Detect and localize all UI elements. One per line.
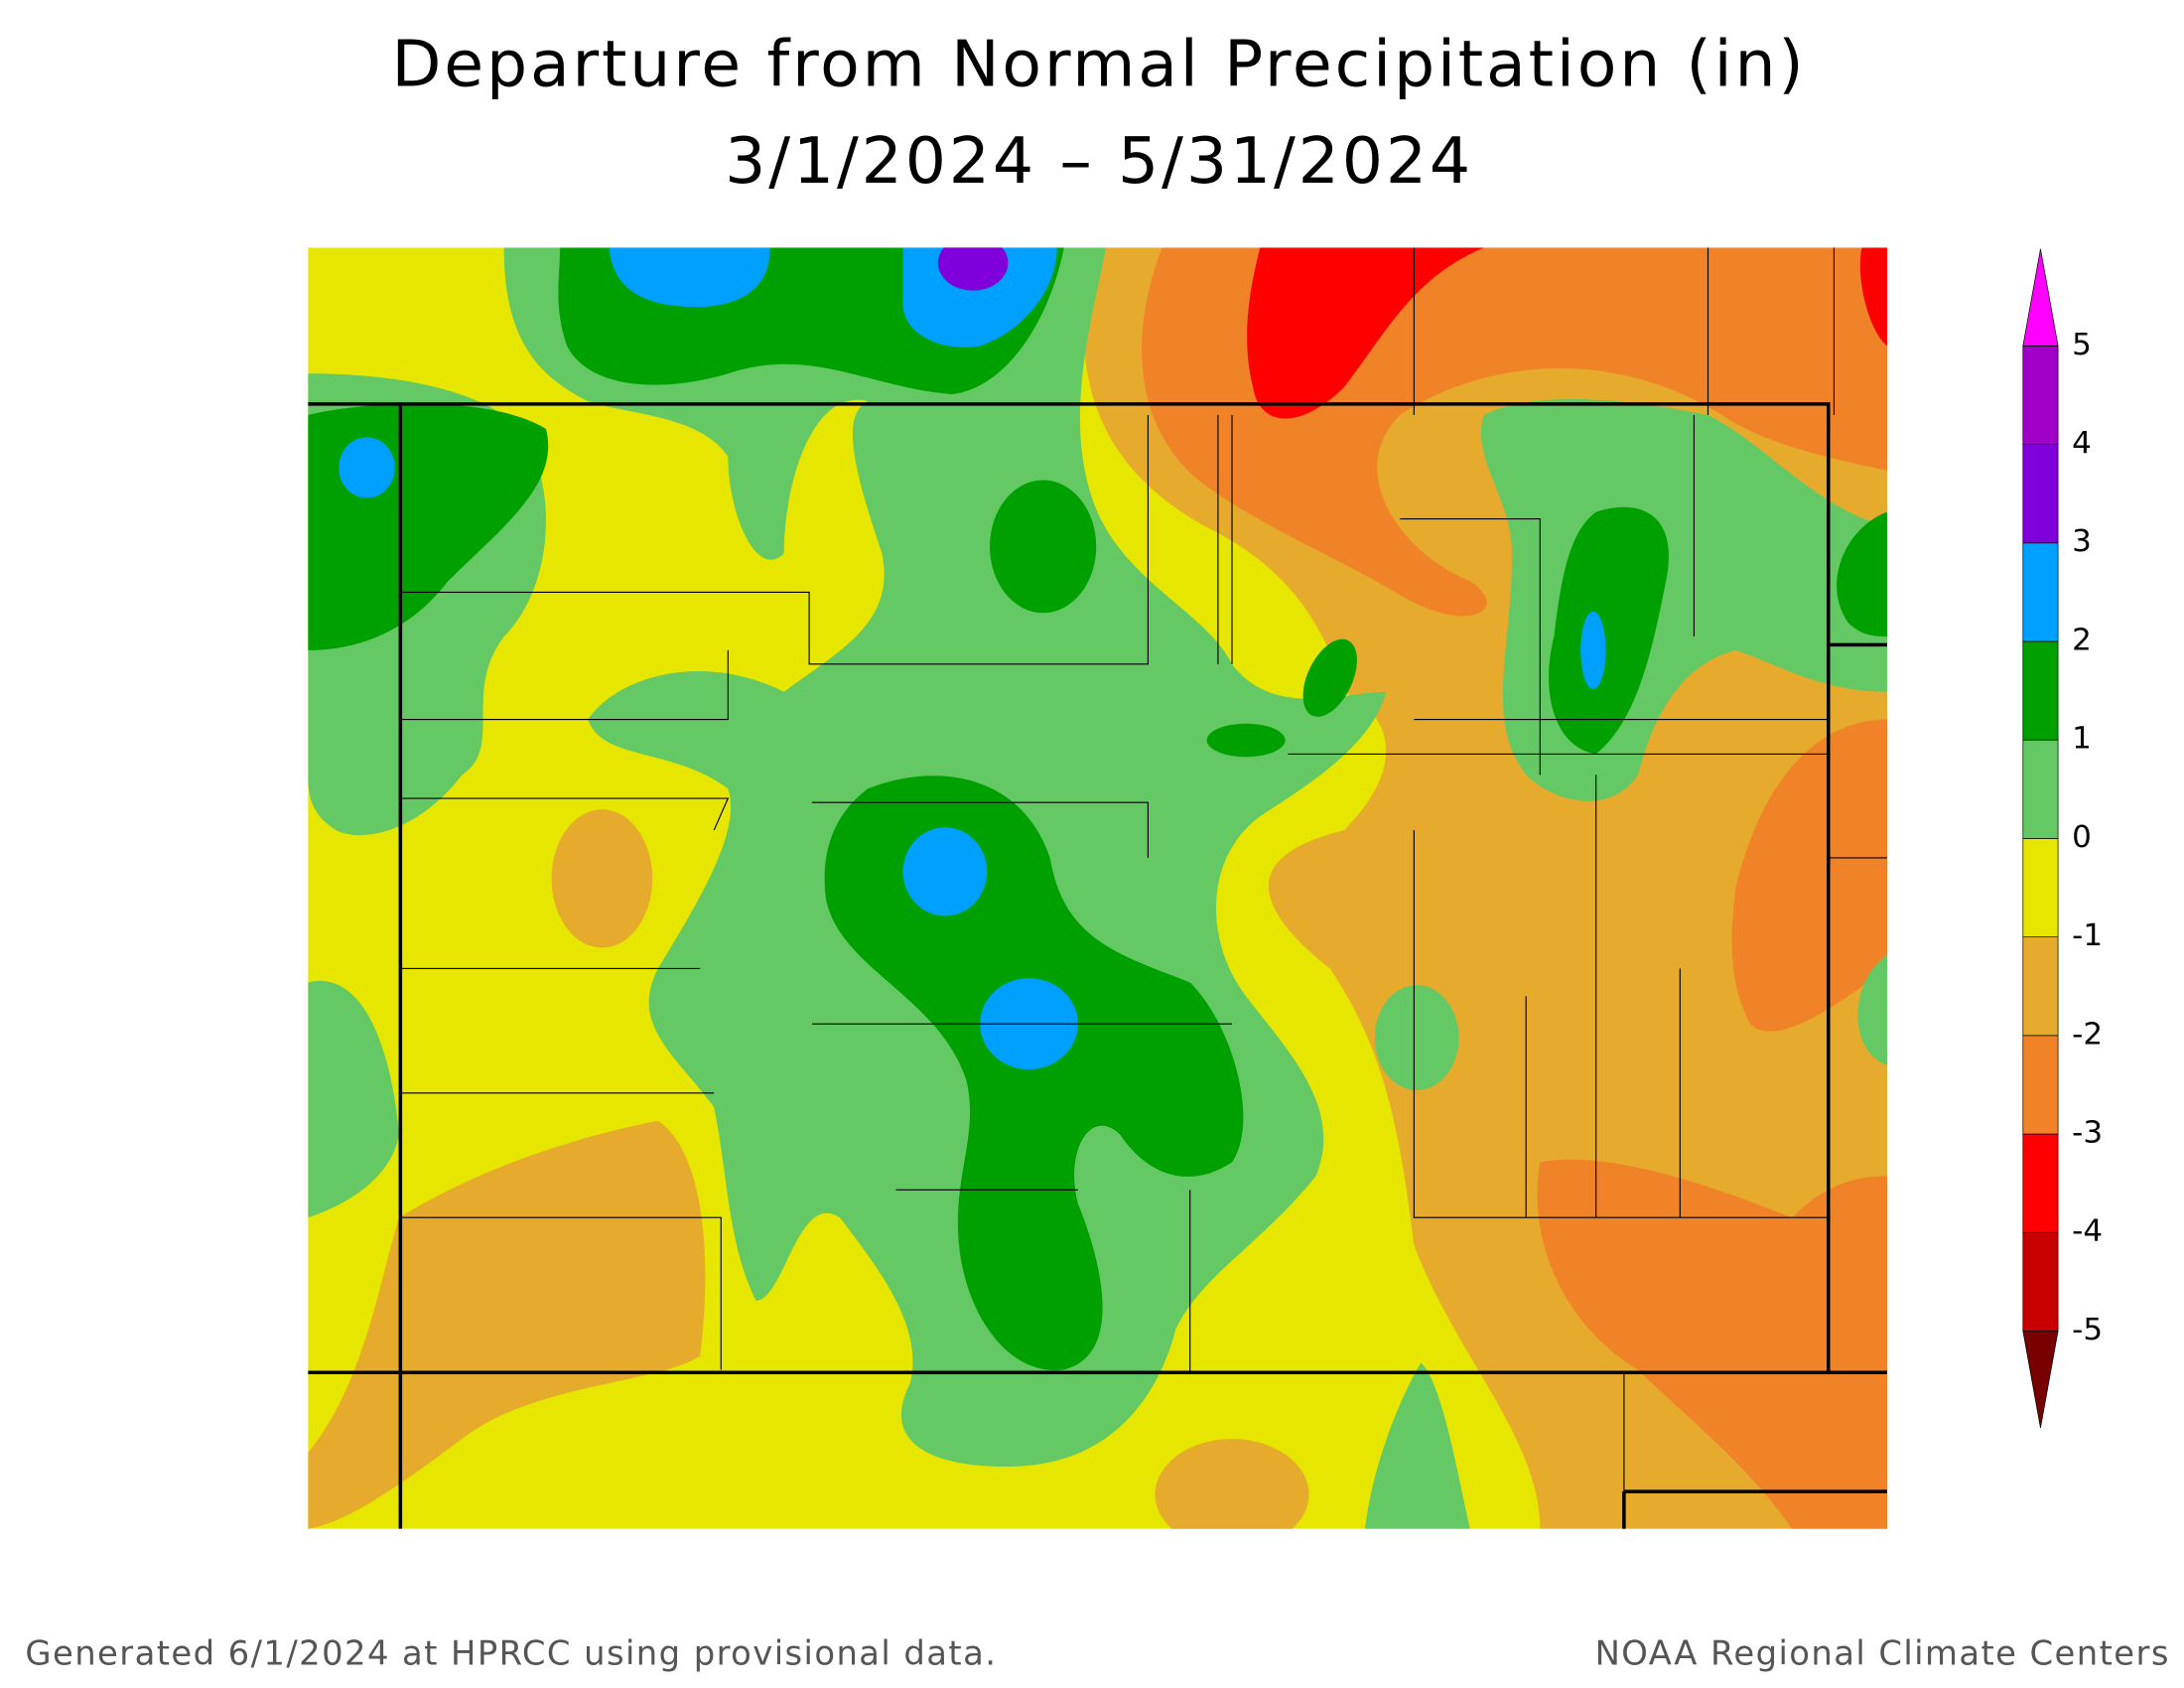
region-much-above-normal [339, 437, 395, 498]
region-well-above-normal [824, 775, 1244, 1371]
colorbar-bin [2022, 444, 2059, 544]
region-below-normal [308, 1120, 706, 1529]
region-above-normal [1374, 985, 1459, 1091]
colorbar-tick-label: 3 [2072, 523, 2092, 559]
region-above-normal [1857, 954, 1888, 1065]
map [308, 247, 1888, 1529]
colorbar-bin [2022, 739, 2059, 839]
title-line-2: 3/1/2024 – 5/31/2024 [725, 124, 1473, 199]
title-line-1: Departure from Normal Precipitation (in) [392, 28, 1807, 102]
colorbar-tick-label: 2 [2072, 623, 2092, 658]
colorbar-tick-label: -3 [2072, 1115, 2103, 1151]
colorbar-tick-label: 1 [2072, 721, 2092, 757]
legend: -5 -4 -3 -2 -1 0 1 2 3 4 5 [2022, 248, 2103, 1429]
footer-right: NOAA Regional Climate Centers [1595, 1633, 2170, 1672]
colorbar-tick-label: 4 [2072, 425, 2092, 461]
region-well-above-normal [990, 480, 1097, 614]
neighbor-border [308, 402, 1888, 1529]
region-extreme-above-normal [937, 247, 1009, 291]
colorbar-bin [2022, 640, 2059, 741]
colorbar-extend-low [2022, 1331, 2059, 1429]
colorbar-bin [2022, 1035, 2059, 1135]
region-above-normal [1365, 1362, 1470, 1529]
region-below-normal [1155, 1439, 1309, 1529]
colorbar-bin [2022, 1231, 2059, 1332]
colorbar-bin [2022, 838, 2059, 937]
region-well-above-normal [1206, 723, 1286, 758]
colorbar-tick-label: 0 [2072, 819, 2092, 855]
colorbar-bin [2022, 936, 2059, 1037]
region-much-above-normal [609, 247, 770, 308]
region-much-above-normal [1580, 611, 1606, 689]
county-lines [1231, 247, 1836, 1529]
region-below-normal [551, 809, 653, 948]
region-well-above-normal [1549, 506, 1669, 755]
region-well-above-normal [1302, 638, 1357, 717]
colorbar-bin [2022, 1133, 2059, 1233]
region-much-below-normal [1247, 247, 1484, 419]
colorbar-extend-high [2022, 248, 2059, 347]
region-well-below-normal [1537, 1159, 1888, 1529]
colorbar-tick-label: -4 [2072, 1213, 2103, 1249]
footer-left: Generated 6/1/2024 at HPRCC using provis… [25, 1633, 997, 1672]
county-lines [400, 415, 1888, 1373]
region-above-normal [308, 980, 399, 1218]
region-much-above-normal [902, 827, 988, 916]
colorbar-bin [2022, 542, 2059, 642]
region-well-above-normal [1837, 511, 1888, 636]
colorbar-tick-label: -2 [2072, 1016, 2103, 1052]
colorbar-tick-label: -5 [2072, 1312, 2103, 1347]
colorbar-tick-label: 5 [2072, 327, 2092, 362]
colorbar-bin [2022, 346, 2059, 445]
colorbar-tick-label: -1 [2072, 917, 2103, 953]
region-well-below-normal [1731, 719, 1888, 1032]
region-much-below-normal [1859, 247, 1888, 347]
